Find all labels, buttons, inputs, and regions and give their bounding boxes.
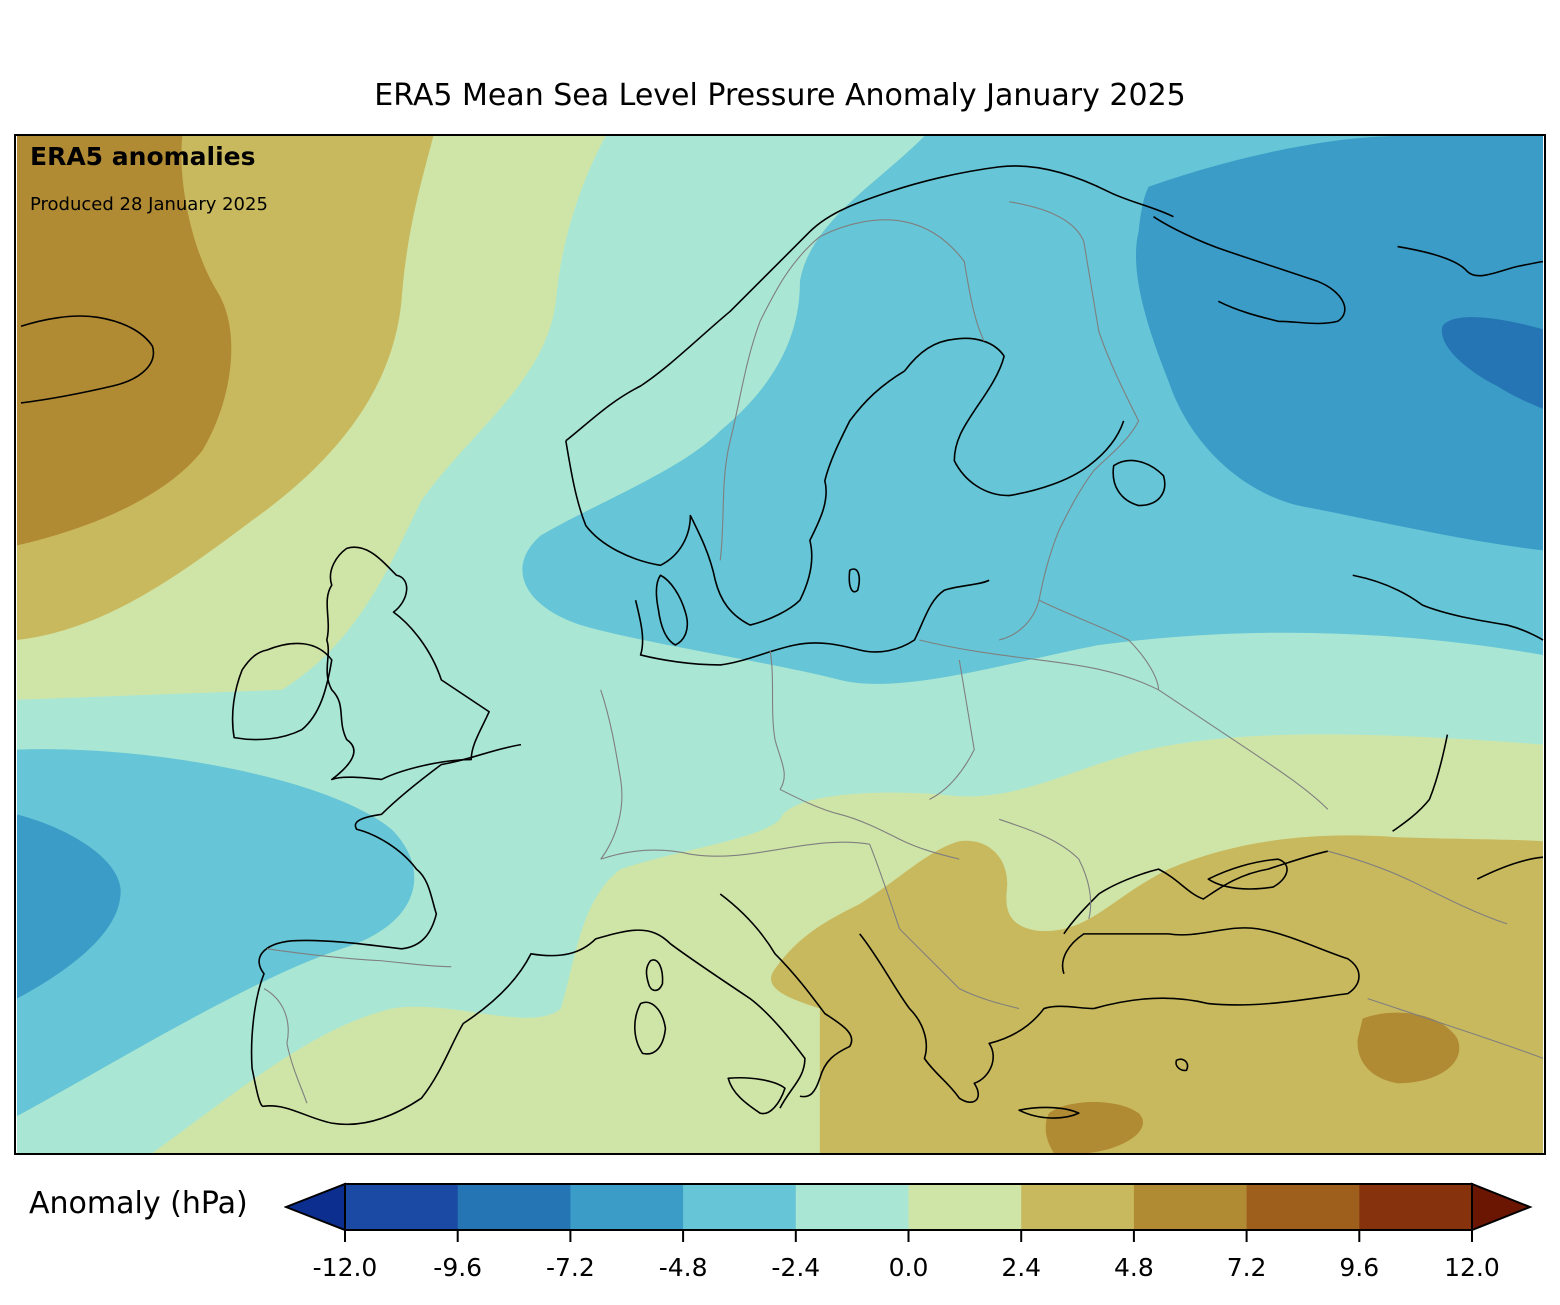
colorbar-tick-label: -9.6: [433, 1253, 482, 1282]
colorbar-segment: [570, 1184, 684, 1230]
coastline-lake-ladoga: [1112, 459, 1166, 507]
colorbar-ticks: -12.0 -9.6 -7.2 -4.8 -2.4 0.0 2.4 4.8 7.2 9.6 12.0: [313, 1230, 1500, 1282]
border-romania: [998, 818, 1092, 920]
coastline-black-sea-north: [1063, 850, 1329, 935]
border-poland-germany: [769, 649, 785, 790]
colorbar-segment: [1246, 1184, 1360, 1230]
colorbar-segment: [457, 1184, 571, 1230]
coastline-arctic-russia: [1397, 245, 1544, 277]
colorbar-segment: [1021, 1184, 1135, 1230]
coastline-azov: [1207, 858, 1288, 890]
border-belarus-ukraine: [919, 639, 1159, 691]
border-spain-portugal: [263, 988, 308, 1104]
colorbar-tick-label: -7.2: [546, 1253, 595, 1282]
coastline-turkey: [1061, 927, 1360, 1010]
anomaly-map: [14, 134, 1546, 1155]
coastline-finland: [903, 337, 1125, 497]
colorbar-segment: [795, 1184, 909, 1230]
border-balkans: [869, 844, 1020, 1010]
coastline-ireland: [231, 642, 333, 741]
border-ukraine-russia: [1158, 689, 1329, 810]
border-belarus-russia: [1038, 599, 1160, 690]
coastline-great-britain: [325, 546, 490, 781]
coastline-baltic-south: [634, 579, 990, 666]
coastline-crete: [1018, 1106, 1080, 1119]
colorbar-tick-label: -2.4: [771, 1253, 820, 1282]
coastline-volga-reservoir: [1352, 574, 1544, 641]
border-baltics-russia: [999, 470, 1095, 641]
colorbar-tick-label: 0.0: [889, 1253, 929, 1282]
colorbar-extend-min: [284, 1182, 346, 1232]
colorbar-tick-label: -12.0: [313, 1253, 378, 1282]
coastline-scandinavia: [565, 165, 1174, 626]
colorbar-tick-label: 9.6: [1339, 1253, 1379, 1282]
coastline-denmark: [655, 574, 689, 646]
colorbar-tick-label: 2.4: [1001, 1253, 1041, 1282]
colorbar-extend-max: [1471, 1182, 1533, 1232]
field-pos-4-8-to-7-2-iceland: [17, 136, 232, 546]
field-neg-7-2-to-4-8-north-russia: [1135, 136, 1543, 551]
coastline-sicily: [727, 1077, 786, 1115]
chart-title: ERA5 Mean Sea Level Pressure Anomaly Jan…: [374, 78, 1186, 113]
colorbar-tick-label: 12.0: [1444, 1253, 1500, 1282]
coastline-kola: [1153, 216, 1346, 325]
coastline-iceland: [20, 315, 155, 404]
coastlines: [20, 165, 1544, 1126]
field-pos-2-4-to-4-8-balkans: [771, 835, 1543, 1153]
colorbar-tick-label: 7.2: [1227, 1253, 1267, 1282]
border-austria-hungary: [779, 788, 960, 860]
coastline-gotland: [848, 568, 861, 593]
field-neg-7-2-to-4-8-biscay: [17, 814, 121, 999]
coastline-caspian: [1476, 856, 1544, 880]
field-neg-9-6-to-7-2-barents: [1441, 317, 1543, 409]
colorbar-tick-label: 4.8: [1114, 1253, 1154, 1282]
colorbar-segment: [683, 1184, 797, 1230]
coastline-corsica: [645, 959, 664, 992]
border-sweden-finland: [904, 221, 985, 342]
border-caucasus: [1327, 850, 1508, 925]
field-pos-4-8-to-7-2-anatolia-east: [1357, 1012, 1460, 1084]
border-norway-sweden: [719, 219, 905, 561]
border-finland-russia: [1009, 201, 1140, 472]
colorbar-segment: [1359, 1184, 1473, 1230]
colorbar-segment: [345, 1184, 459, 1230]
border-france-germany: [600, 689, 623, 860]
colorbar: -12.0 -9.6 -7.2 -4.8 -2.4 0.0 2.4 4.8 7.2 9.6 12.0: [284, 1182, 1533, 1282]
field-pos-4-8-to-7-2-crete: [1045, 1101, 1143, 1153]
border-france-spain: [266, 948, 452, 968]
colorbar-segment: [908, 1184, 1022, 1230]
colorbar-tick-label: -4.8: [659, 1253, 708, 1282]
map-overlay-subtitle: Produced 28 January 2025: [30, 194, 268, 215]
colorbar-segments: [345, 1184, 1473, 1230]
coastline-italy: [719, 893, 853, 1098]
colorbar-label: Anomaly (hPa): [29, 1186, 248, 1221]
country-borders: [263, 201, 1544, 1104]
coastline-cyprus: [1175, 1058, 1189, 1072]
border-alps: [600, 841, 870, 860]
map-overlay-title: ERA5 anomalies: [30, 142, 256, 171]
border-poland-ukraine: [929, 659, 975, 800]
coastline-balkans-greece: [859, 933, 1094, 1103]
coastline-don-river: [1392, 734, 1449, 832]
field-neg-4-8-to-2-4-biscay: [17, 749, 415, 1117]
colorbar-segment: [1133, 1184, 1248, 1230]
coastline-continent-west: [250, 743, 806, 1126]
coastline-sardinia: [634, 1001, 667, 1055]
border-turkey-east: [1367, 998, 1544, 1059]
